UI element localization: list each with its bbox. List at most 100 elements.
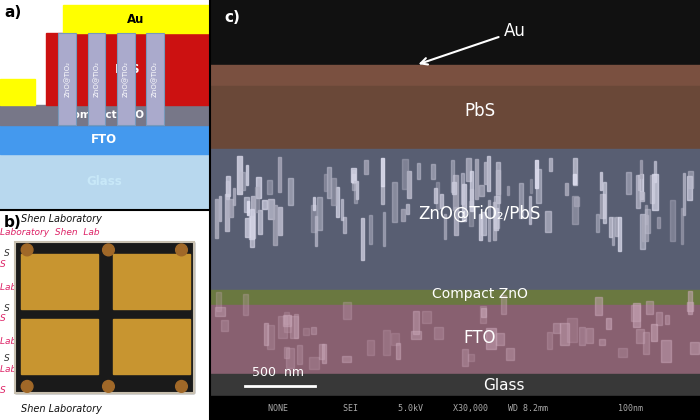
Bar	[290, 316, 298, 338]
Bar	[496, 170, 500, 194]
Text: Lab                   Lab: Lab Lab	[0, 365, 87, 374]
Bar	[331, 178, 336, 205]
Bar	[401, 209, 405, 221]
Bar	[251, 196, 255, 238]
Bar	[612, 217, 615, 244]
Bar	[567, 318, 577, 342]
Bar	[62, 5, 209, 33]
Circle shape	[103, 244, 114, 256]
Text: S: S	[4, 304, 10, 313]
Bar	[244, 197, 248, 212]
Bar	[435, 327, 443, 339]
Bar	[0, 79, 36, 105]
Bar	[494, 196, 499, 228]
Bar	[342, 356, 351, 362]
Bar	[249, 216, 254, 239]
Bar	[462, 349, 468, 366]
Bar	[356, 181, 358, 199]
Bar	[210, 304, 700, 374]
Bar	[268, 199, 274, 219]
Bar	[246, 201, 249, 215]
Bar	[351, 170, 356, 190]
Bar	[461, 173, 464, 204]
Bar	[565, 183, 568, 195]
Bar	[242, 294, 248, 315]
Bar	[626, 172, 631, 194]
Bar	[0, 154, 209, 210]
Bar	[278, 207, 281, 235]
Bar	[573, 197, 579, 207]
Bar	[636, 175, 640, 208]
Bar	[487, 157, 489, 191]
Text: Laboratory  Shen  Lab: Laboratory Shen Lab	[0, 228, 99, 237]
Bar	[640, 214, 645, 249]
Bar	[496, 333, 504, 345]
Bar	[283, 315, 291, 326]
Bar	[286, 348, 293, 368]
Bar	[690, 342, 699, 354]
Bar	[225, 194, 229, 231]
Bar	[273, 205, 277, 245]
Bar	[382, 158, 384, 186]
Bar	[237, 156, 242, 194]
Bar	[484, 163, 487, 184]
Bar	[636, 329, 644, 343]
Bar	[21, 319, 98, 374]
Bar	[341, 199, 342, 220]
Bar	[680, 208, 683, 244]
Bar	[391, 333, 399, 345]
Bar	[221, 320, 228, 331]
Bar	[687, 291, 692, 313]
Bar	[246, 165, 248, 185]
Bar	[113, 254, 190, 309]
Bar	[216, 199, 218, 238]
Bar	[367, 341, 374, 355]
Bar	[117, 33, 134, 126]
Bar	[225, 181, 229, 199]
Bar	[262, 200, 267, 209]
Bar	[46, 33, 209, 105]
Bar	[600, 194, 606, 218]
Bar	[210, 0, 700, 65]
Bar	[232, 188, 234, 205]
Bar	[267, 180, 272, 194]
Bar	[413, 311, 419, 334]
Bar	[573, 158, 577, 185]
Bar	[687, 176, 692, 200]
Circle shape	[176, 381, 188, 392]
Text: ZnO@TiO₂: ZnO@TiO₂	[93, 61, 99, 97]
Bar	[210, 86, 700, 149]
Bar	[15, 241, 194, 393]
Bar	[506, 349, 514, 360]
Bar	[600, 172, 603, 190]
Bar	[383, 330, 390, 355]
Bar	[294, 315, 298, 338]
Bar	[210, 149, 700, 290]
Bar	[550, 158, 552, 171]
Text: Au: Au	[127, 13, 144, 26]
Bar	[470, 189, 473, 206]
Bar	[595, 297, 602, 315]
Bar	[494, 208, 498, 230]
Text: ZnO@TiO₂/PbS: ZnO@TiO₂/PbS	[419, 205, 540, 223]
Bar	[351, 168, 356, 182]
Text: c): c)	[225, 10, 241, 26]
Bar	[284, 312, 289, 324]
Text: ZnO@TiO₂: ZnO@TiO₂	[64, 61, 71, 97]
Bar	[482, 308, 486, 317]
Bar	[462, 184, 466, 221]
Bar	[536, 169, 541, 203]
Bar	[652, 173, 657, 210]
Bar	[297, 345, 302, 364]
Bar	[370, 215, 372, 244]
Bar	[258, 210, 262, 234]
Text: ZnO@TiO₂: ZnO@TiO₂	[122, 61, 129, 97]
Bar	[501, 295, 506, 314]
Bar	[671, 200, 676, 241]
Bar	[88, 33, 105, 126]
Text: Glass: Glass	[483, 378, 525, 393]
Bar	[433, 188, 437, 203]
Text: Lab                   Lab: Lab Lab	[0, 283, 87, 292]
Bar	[15, 241, 194, 393]
Text: S: S	[4, 354, 10, 363]
